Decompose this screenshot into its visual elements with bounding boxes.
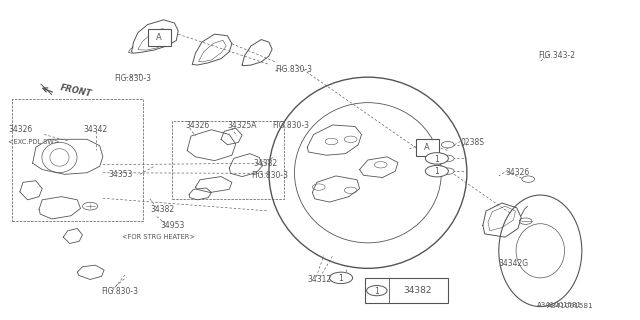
Text: 34382: 34382 <box>253 159 278 168</box>
Text: 0238S: 0238S <box>461 138 484 147</box>
Circle shape <box>442 168 454 174</box>
Text: 34326: 34326 <box>186 121 210 130</box>
Text: 34342: 34342 <box>84 125 108 134</box>
Text: 1: 1 <box>435 155 439 164</box>
Circle shape <box>522 176 534 182</box>
Text: 34326: 34326 <box>505 168 529 177</box>
Circle shape <box>442 141 454 148</box>
Text: FIG.343-2: FIG.343-2 <box>538 51 575 60</box>
Text: 34326: 34326 <box>8 125 33 134</box>
Circle shape <box>426 165 449 177</box>
Bar <box>172 121 284 199</box>
Text: 1: 1 <box>374 287 380 296</box>
Text: A341001581: A341001581 <box>537 302 582 308</box>
Text: <EXC.PDL SW>: <EXC.PDL SW> <box>8 140 60 146</box>
Circle shape <box>426 153 449 164</box>
Text: 34325A: 34325A <box>227 121 257 130</box>
Text: 34353: 34353 <box>108 170 132 179</box>
Circle shape <box>442 155 454 162</box>
Text: 34382: 34382 <box>403 286 431 295</box>
FancyBboxPatch shape <box>416 139 439 156</box>
Text: FIG.830-3: FIG.830-3 <box>115 74 152 83</box>
Text: FIG.830-3: FIG.830-3 <box>275 65 312 74</box>
Text: A341001581: A341001581 <box>547 303 593 309</box>
Circle shape <box>367 285 387 296</box>
Bar <box>12 100 143 220</box>
Text: 34953: 34953 <box>161 221 185 230</box>
Bar <box>365 278 448 303</box>
Text: <FOR STRG HEATER>: <FOR STRG HEATER> <box>122 234 195 240</box>
Text: 1: 1 <box>435 167 439 176</box>
Text: 1: 1 <box>339 274 344 283</box>
Text: 34312: 34312 <box>307 275 332 284</box>
Text: FIG.830-3: FIG.830-3 <box>272 121 309 130</box>
Text: A: A <box>424 143 430 152</box>
Text: 34382: 34382 <box>151 205 175 214</box>
Text: FIG.830-3: FIG.830-3 <box>102 287 139 296</box>
Text: FRONT: FRONT <box>60 83 93 98</box>
Circle shape <box>330 272 353 284</box>
Text: 34342G: 34342G <box>499 259 529 268</box>
Text: FIG.830-3: FIG.830-3 <box>252 172 289 180</box>
Text: A: A <box>156 33 162 42</box>
FancyBboxPatch shape <box>148 29 171 46</box>
